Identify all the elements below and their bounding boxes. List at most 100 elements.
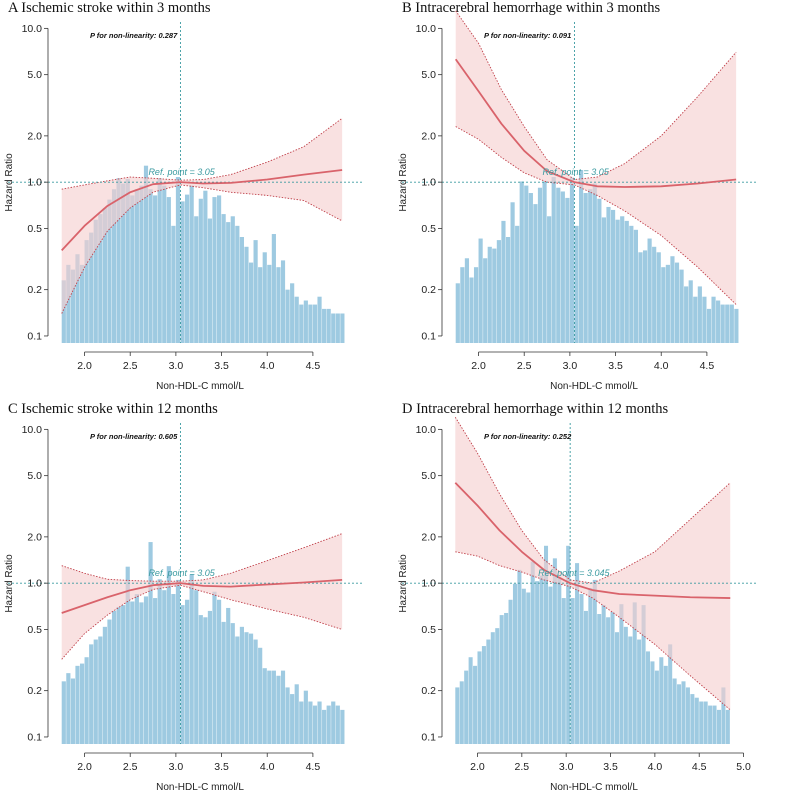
histogram-bar	[194, 216, 199, 343]
histogram-bar	[515, 225, 520, 343]
histogram-bar	[66, 264, 71, 343]
x-axis-label: Non-HDL-C mmol/L	[156, 782, 244, 793]
histogram-bar	[139, 602, 144, 744]
histogram-bar	[620, 216, 625, 343]
histogram-bar	[642, 250, 648, 343]
x-tick-label: 4.5	[306, 761, 321, 773]
y-tick-label: 5.0	[421, 470, 436, 482]
histogram-bar	[469, 277, 474, 343]
histogram-bar	[290, 283, 295, 343]
histogram-bar	[725, 304, 730, 343]
histogram-bar	[592, 579, 597, 744]
histogram-bar	[486, 639, 491, 744]
histogram-bar	[121, 183, 126, 343]
histogram-bar	[326, 705, 331, 744]
histogram-bar	[547, 216, 552, 343]
x-tick-label: 3.5	[603, 761, 618, 773]
x-tick-label: 2.5	[517, 360, 532, 372]
histogram-bar	[460, 267, 465, 343]
y-tick-label: 0.1	[421, 330, 436, 342]
histogram-bar	[690, 694, 695, 744]
histogram-bar	[258, 267, 263, 343]
histogram-bar	[239, 237, 244, 343]
histogram-bar	[628, 636, 633, 744]
histogram-bar	[697, 286, 702, 343]
histogram-bar	[601, 605, 606, 744]
histogram-bar	[606, 617, 611, 744]
histogram-bar	[107, 619, 112, 744]
histogram-bar	[280, 260, 286, 343]
histogram-bar	[672, 678, 677, 744]
histogram-bar	[317, 701, 322, 744]
ref-point-annotation: Ref. point = 3.05	[148, 568, 215, 578]
histogram-bar	[322, 308, 327, 343]
histogram-bar	[459, 681, 464, 744]
histogram-bar	[633, 229, 638, 343]
histogram-bar	[583, 193, 588, 343]
histogram-bar	[111, 189, 117, 343]
histogram-bar	[89, 232, 94, 343]
confidence-band	[455, 417, 731, 710]
histogram-bar	[565, 197, 570, 343]
histogram-bar	[615, 219, 620, 343]
histogram-bar	[116, 178, 121, 343]
y-axis-label: Hazard Ratio	[4, 153, 15, 212]
histogram-bar	[588, 189, 593, 343]
histogram-bar	[84, 240, 89, 343]
y-tick-label: 0.5	[421, 624, 436, 636]
histogram-bar	[143, 596, 149, 744]
histogram-bar	[235, 636, 240, 744]
histogram-bar	[276, 267, 281, 343]
histogram-bar	[597, 614, 602, 744]
histogram-bar	[574, 225, 579, 343]
histogram-bar	[512, 583, 517, 744]
histogram-bar	[317, 296, 322, 343]
histogram-bar	[262, 668, 267, 744]
histogram-bar	[203, 617, 208, 744]
histogram-bar	[70, 269, 76, 343]
histogram-bar	[729, 304, 734, 343]
histogram-bar	[665, 264, 670, 343]
histogram-bar	[203, 190, 208, 343]
confidence-band	[61, 118, 343, 314]
histogram-bar	[668, 644, 673, 744]
histogram-bar	[189, 574, 194, 744]
histogram-bar	[464, 670, 469, 744]
histogram-bar	[198, 198, 203, 343]
histogram-bar	[652, 246, 657, 343]
histogram-bar	[299, 701, 304, 744]
histogram-bar	[455, 283, 460, 343]
y-tick-label: 0.5	[27, 624, 42, 636]
histogram-bar	[280, 670, 286, 744]
histogram-bar	[517, 569, 522, 744]
hazard-ratio-curve	[454, 58, 737, 188]
histogram-bar	[285, 289, 290, 343]
histogram-bar	[624, 220, 629, 343]
histogram-bar	[276, 675, 281, 744]
histogram-bar	[656, 252, 661, 343]
histogram-bar	[294, 684, 299, 744]
histogram-bar	[646, 651, 651, 744]
histogram-bar	[556, 187, 561, 343]
histogram-bar	[533, 204, 538, 343]
histogram-bar	[610, 611, 615, 744]
ci-lower-line	[455, 126, 737, 305]
histogram-bar	[116, 606, 121, 744]
x-tick-label: 2.5	[123, 360, 138, 372]
histogram-bar	[694, 697, 699, 744]
ci-lower-line	[455, 551, 731, 711]
histogram-bar	[684, 286, 689, 343]
histogram-bar	[175, 579, 181, 744]
histogram-bar	[294, 296, 299, 343]
x-tick-label: 3.0	[563, 360, 578, 372]
histogram-bar	[139, 185, 144, 343]
histogram-bar	[212, 591, 217, 744]
histogram-bar	[510, 202, 515, 343]
histogram-bar	[248, 262, 254, 343]
histogram-bar	[566, 545, 571, 744]
x-tick-label: 4.5	[700, 360, 715, 372]
histogram-bar	[508, 599, 513, 744]
y-tick-label: 0.1	[27, 731, 42, 743]
histogram-bar	[335, 313, 340, 343]
x-tick-label: 3.0	[169, 761, 184, 773]
